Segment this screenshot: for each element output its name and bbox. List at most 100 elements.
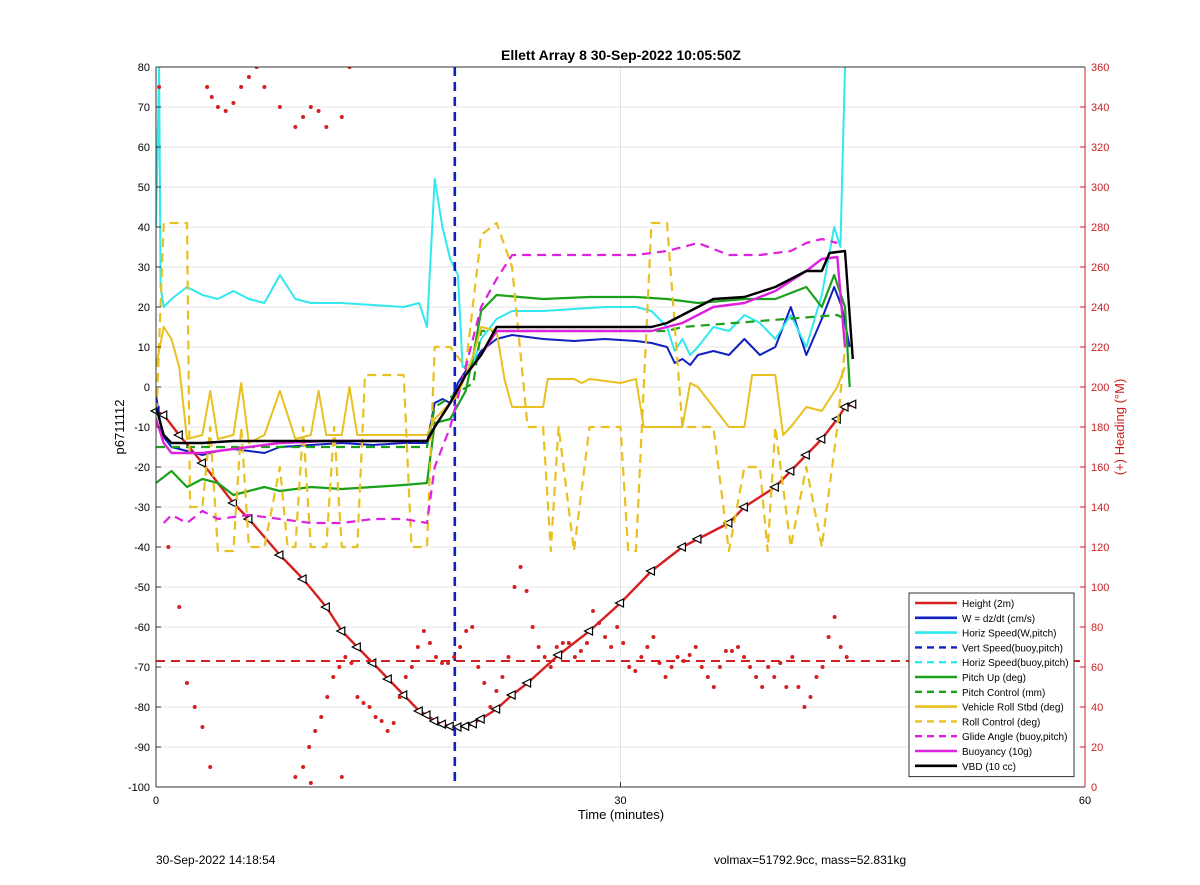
height-marker [676, 542, 687, 552]
heading-point [339, 775, 344, 779]
y-tick-label: -30 [134, 502, 150, 514]
height-marker [350, 642, 361, 652]
heading-point [572, 655, 577, 659]
y-right-tick-label: 260 [1091, 262, 1109, 274]
heading-point [331, 675, 336, 679]
heading-point [814, 675, 819, 679]
height-marker [768, 482, 779, 492]
heading-point [615, 625, 620, 629]
heading-point [542, 655, 547, 659]
heading-point [748, 665, 753, 669]
heading-point [536, 645, 541, 649]
heading-point [808, 695, 813, 699]
height-marker [838, 402, 849, 412]
heading-point [639, 655, 644, 659]
heading-point [301, 115, 306, 119]
heading-point [729, 649, 734, 653]
legend-label: Horiz Speed(buoy,pitch) [962, 658, 1069, 669]
height-marker [196, 458, 207, 468]
legend-label: VBD (10 cc) [962, 762, 1016, 773]
heading-point [184, 681, 189, 685]
legend-label: Glide Angle (buoy,pitch) [962, 732, 1067, 743]
y-right-tick-label: 340 [1091, 102, 1109, 114]
height-marker [521, 678, 532, 688]
heading-point [458, 645, 463, 649]
legend-label: Height (2m) [962, 599, 1014, 610]
heading-point [293, 125, 298, 129]
height-marker [172, 430, 183, 440]
height-marker [815, 434, 826, 444]
y-right-tick-label: 140 [1091, 502, 1109, 514]
heading-point [476, 665, 481, 669]
heading-point [717, 665, 722, 669]
heading-point [337, 665, 342, 669]
y-axis-right-label: (+) Heading (°M) [1112, 379, 1127, 476]
heading-point [621, 641, 626, 645]
y-right-tick-label: 220 [1091, 342, 1109, 354]
heading-point [464, 629, 469, 633]
heading-point [796, 685, 801, 689]
heading-point [301, 765, 306, 769]
height-marker [722, 518, 733, 528]
series-glide-angle-buoy-pitch [162, 237, 838, 525]
heading-point [633, 669, 638, 673]
series-pitch-control-mm [156, 313, 846, 449]
heading-point [277, 105, 282, 109]
heading-point [790, 655, 795, 659]
heading-point [308, 105, 313, 109]
heading-point [723, 649, 728, 653]
heading-point [470, 625, 475, 629]
height-marker [505, 690, 516, 700]
y-tick-label: 60 [138, 142, 150, 154]
heading-point [166, 545, 171, 549]
y-right-tick-label: 100 [1091, 582, 1109, 594]
height-marker [614, 598, 625, 608]
heading-point [373, 715, 378, 719]
heading-point [784, 685, 789, 689]
y-right-tick-label: 80 [1091, 622, 1103, 634]
heading-point [603, 635, 608, 639]
heading-point [699, 665, 704, 669]
y-tick-label: 80 [138, 62, 150, 74]
heading-point [231, 101, 236, 105]
heading-point [192, 705, 197, 709]
heading-point [391, 721, 396, 725]
heading-point [705, 675, 710, 679]
heading-point [645, 645, 650, 649]
heading-point [530, 625, 535, 629]
heading-point [500, 675, 505, 679]
heading-point [200, 725, 205, 729]
heading-point [177, 605, 182, 609]
series-w-dz-dt-cm-s [156, 286, 851, 456]
heading-point [735, 645, 740, 649]
y-right-tick-label: 160 [1091, 462, 1109, 474]
height-marker [459, 721, 470, 732]
height-marker [784, 466, 795, 476]
chart-series-group [149, 67, 1085, 787]
heading-point [663, 675, 668, 679]
height-marker [397, 690, 408, 700]
height-marker [738, 502, 748, 512]
heading-point [421, 629, 426, 633]
heading-point [316, 109, 321, 113]
heading-point [157, 85, 162, 89]
heading-point [324, 125, 329, 129]
y-tick-label: 20 [138, 302, 150, 314]
height-marker [552, 650, 563, 660]
heading-point [397, 695, 402, 699]
y-right-tick-label: 200 [1091, 382, 1109, 394]
x-tick-label: 30 [614, 795, 626, 807]
heading-point [512, 585, 517, 589]
heading-point [584, 641, 589, 645]
height-marker [157, 410, 168, 420]
height-marker [645, 566, 656, 576]
heading-point [566, 641, 571, 645]
height-marker [273, 550, 284, 560]
height-marker [490, 704, 501, 714]
y-right-tick-label: 360 [1091, 62, 1109, 74]
legend-label: Buoyancy (10g) [962, 747, 1032, 758]
y-right-tick-label: 280 [1091, 222, 1109, 234]
y-tick-label: 0 [144, 382, 150, 394]
legend-box [908, 592, 1075, 778]
